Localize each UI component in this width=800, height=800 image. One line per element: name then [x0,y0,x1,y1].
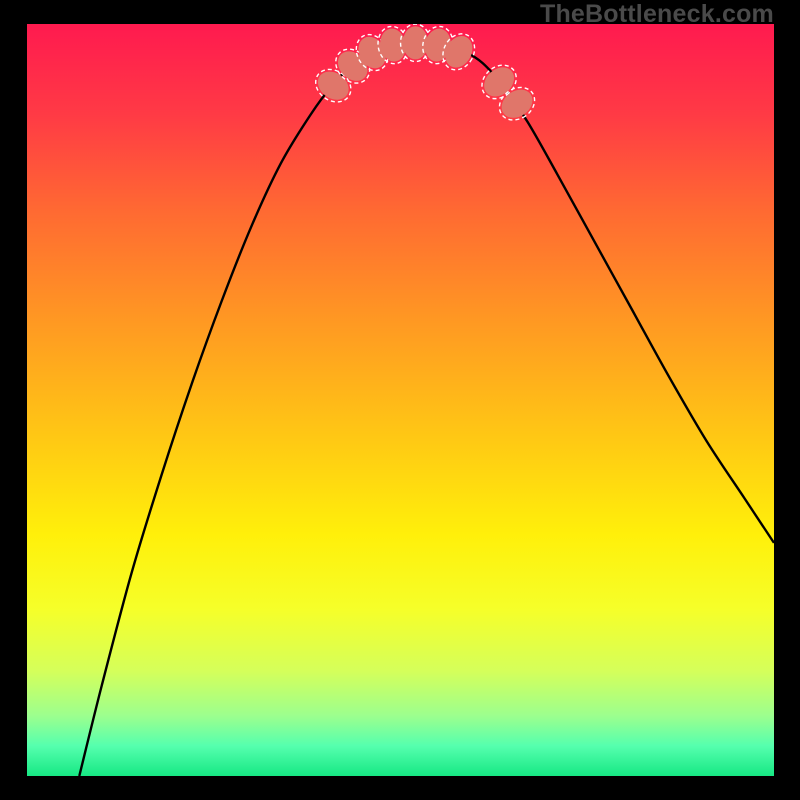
bottleneck-curve-chart [27,24,774,776]
watermark-text: TheBottleneck.com [540,0,774,29]
chart-frame [0,0,800,800]
gradient-background [27,24,774,776]
